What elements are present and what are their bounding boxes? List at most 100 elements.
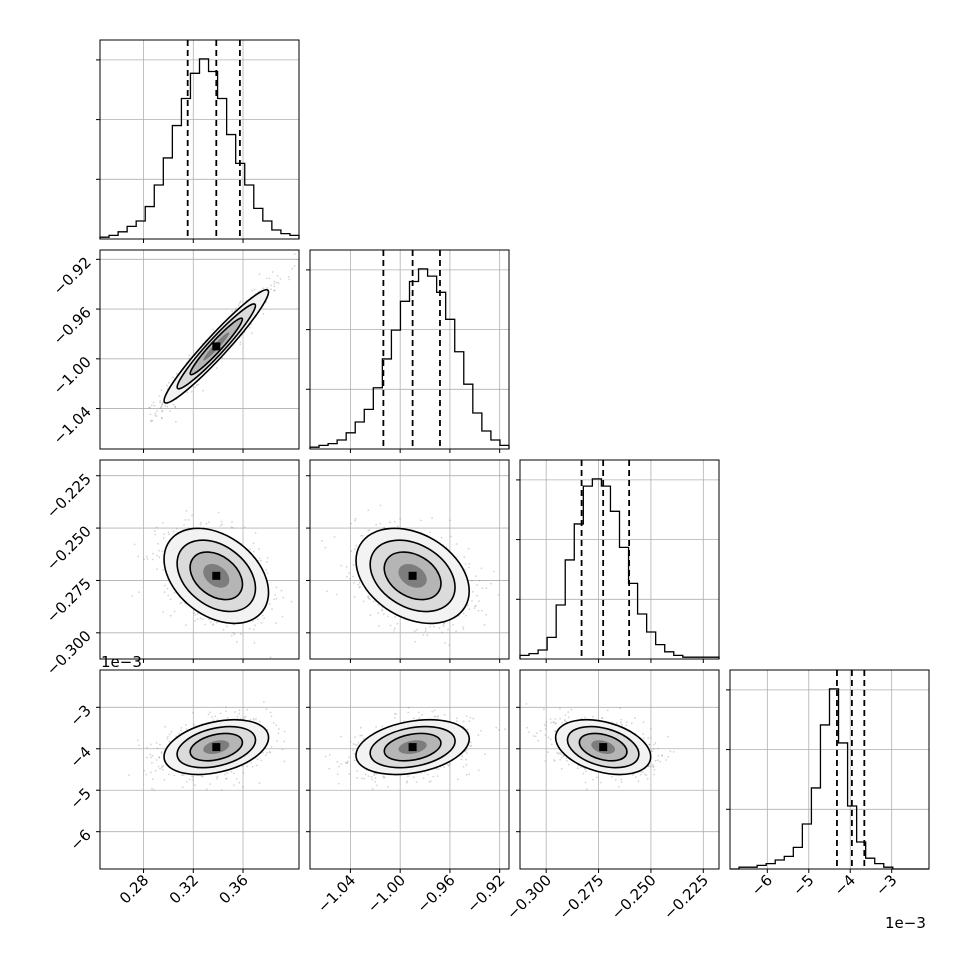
sample-point	[161, 417, 163, 419]
sample-point	[377, 612, 380, 615]
sample-point	[244, 715, 247, 718]
sample-point	[163, 533, 165, 535]
density-peak	[408, 571, 417, 580]
sample-point	[207, 713, 210, 716]
sample-point	[262, 313, 265, 315]
sample-point	[345, 762, 348, 765]
sample-point	[619, 707, 622, 710]
sample-point	[238, 781, 241, 784]
sample-point	[217, 511, 220, 514]
sample-point	[230, 634, 233, 637]
sample-point	[393, 629, 395, 632]
sample-point	[371, 788, 374, 790]
sample-point	[363, 777, 366, 780]
sample-point	[634, 717, 636, 720]
sample-point	[224, 773, 226, 776]
sample-point	[440, 536, 443, 539]
sample-point	[154, 769, 157, 772]
sample-point	[243, 716, 246, 719]
sample-point	[191, 514, 193, 517]
sample-point	[485, 613, 487, 616]
sample-point	[465, 758, 467, 761]
sample-point	[424, 630, 427, 633]
sample-point	[465, 715, 468, 717]
sample-point	[155, 415, 158, 417]
sample-point	[149, 413, 152, 416]
sample-point	[348, 756, 350, 759]
sample-point	[161, 409, 164, 412]
sample-point	[375, 726, 377, 728]
sample-point	[369, 614, 372, 616]
sample-point	[381, 608, 383, 611]
sample-point	[336, 761, 339, 763]
sample-point	[255, 718, 257, 720]
sample-point	[360, 726, 362, 729]
sample-point	[181, 774, 183, 776]
sample-point	[469, 745, 472, 747]
sample-point	[367, 596, 369, 599]
sample-point	[281, 748, 284, 751]
sample-point	[253, 641, 256, 644]
sample-point	[599, 781, 602, 784]
sample-point	[279, 278, 282, 280]
sample-point	[432, 775, 435, 778]
sample-point	[173, 774, 176, 777]
sample-point	[368, 529, 371, 531]
sample-point	[151, 558, 154, 561]
sample-point	[381, 609, 384, 612]
sample-point	[389, 624, 392, 627]
sample-point	[431, 710, 434, 713]
sample-point	[272, 289, 275, 292]
sample-point	[358, 581, 361, 584]
sample-point	[169, 614, 172, 617]
sample-point	[254, 532, 257, 534]
sample-point	[201, 775, 204, 778]
sample-point	[136, 739, 139, 742]
sample-point	[477, 734, 480, 737]
panel-1-0	[96, 249, 300, 453]
sample-point	[184, 624, 187, 626]
sample-point	[564, 714, 567, 716]
sample-point	[429, 531, 431, 534]
sample-point	[158, 756, 161, 759]
panel-frame	[309, 669, 510, 870]
sample-point	[452, 623, 454, 626]
sample-point	[208, 618, 210, 621]
sample-point	[155, 742, 158, 744]
sample-point	[258, 557, 261, 560]
sample-point	[145, 773, 148, 776]
sample-point	[151, 778, 154, 780]
sample-point	[532, 735, 535, 737]
sample-point	[464, 568, 467, 571]
sample-point	[138, 744, 140, 747]
sample-point	[422, 634, 425, 636]
sample-point	[447, 763, 449, 766]
sample-point	[355, 545, 358, 547]
sample-point	[336, 773, 339, 775]
sample-point	[283, 740, 286, 743]
sample-point	[396, 622, 399, 625]
sample-point	[476, 594, 478, 597]
sample-point	[448, 644, 451, 647]
sample-point	[539, 729, 542, 732]
sample-point	[395, 713, 398, 715]
sample-point	[333, 536, 336, 538]
sample-point	[353, 582, 355, 584]
sample-point	[393, 520, 396, 523]
sample-point	[437, 715, 440, 717]
sample-point	[162, 537, 165, 540]
sample-point	[433, 715, 436, 718]
sample-point	[271, 271, 274, 273]
sample-point	[377, 603, 380, 606]
sample-point	[358, 586, 361, 589]
sample-point	[242, 786, 244, 789]
sample-point	[340, 763, 343, 765]
sample-point	[174, 420, 177, 423]
sample-point	[172, 403, 175, 406]
sample-point	[265, 708, 268, 710]
sample-point	[269, 751, 271, 754]
sample-point	[561, 722, 564, 724]
sample-point	[354, 519, 357, 522]
sample-point	[470, 579, 473, 582]
